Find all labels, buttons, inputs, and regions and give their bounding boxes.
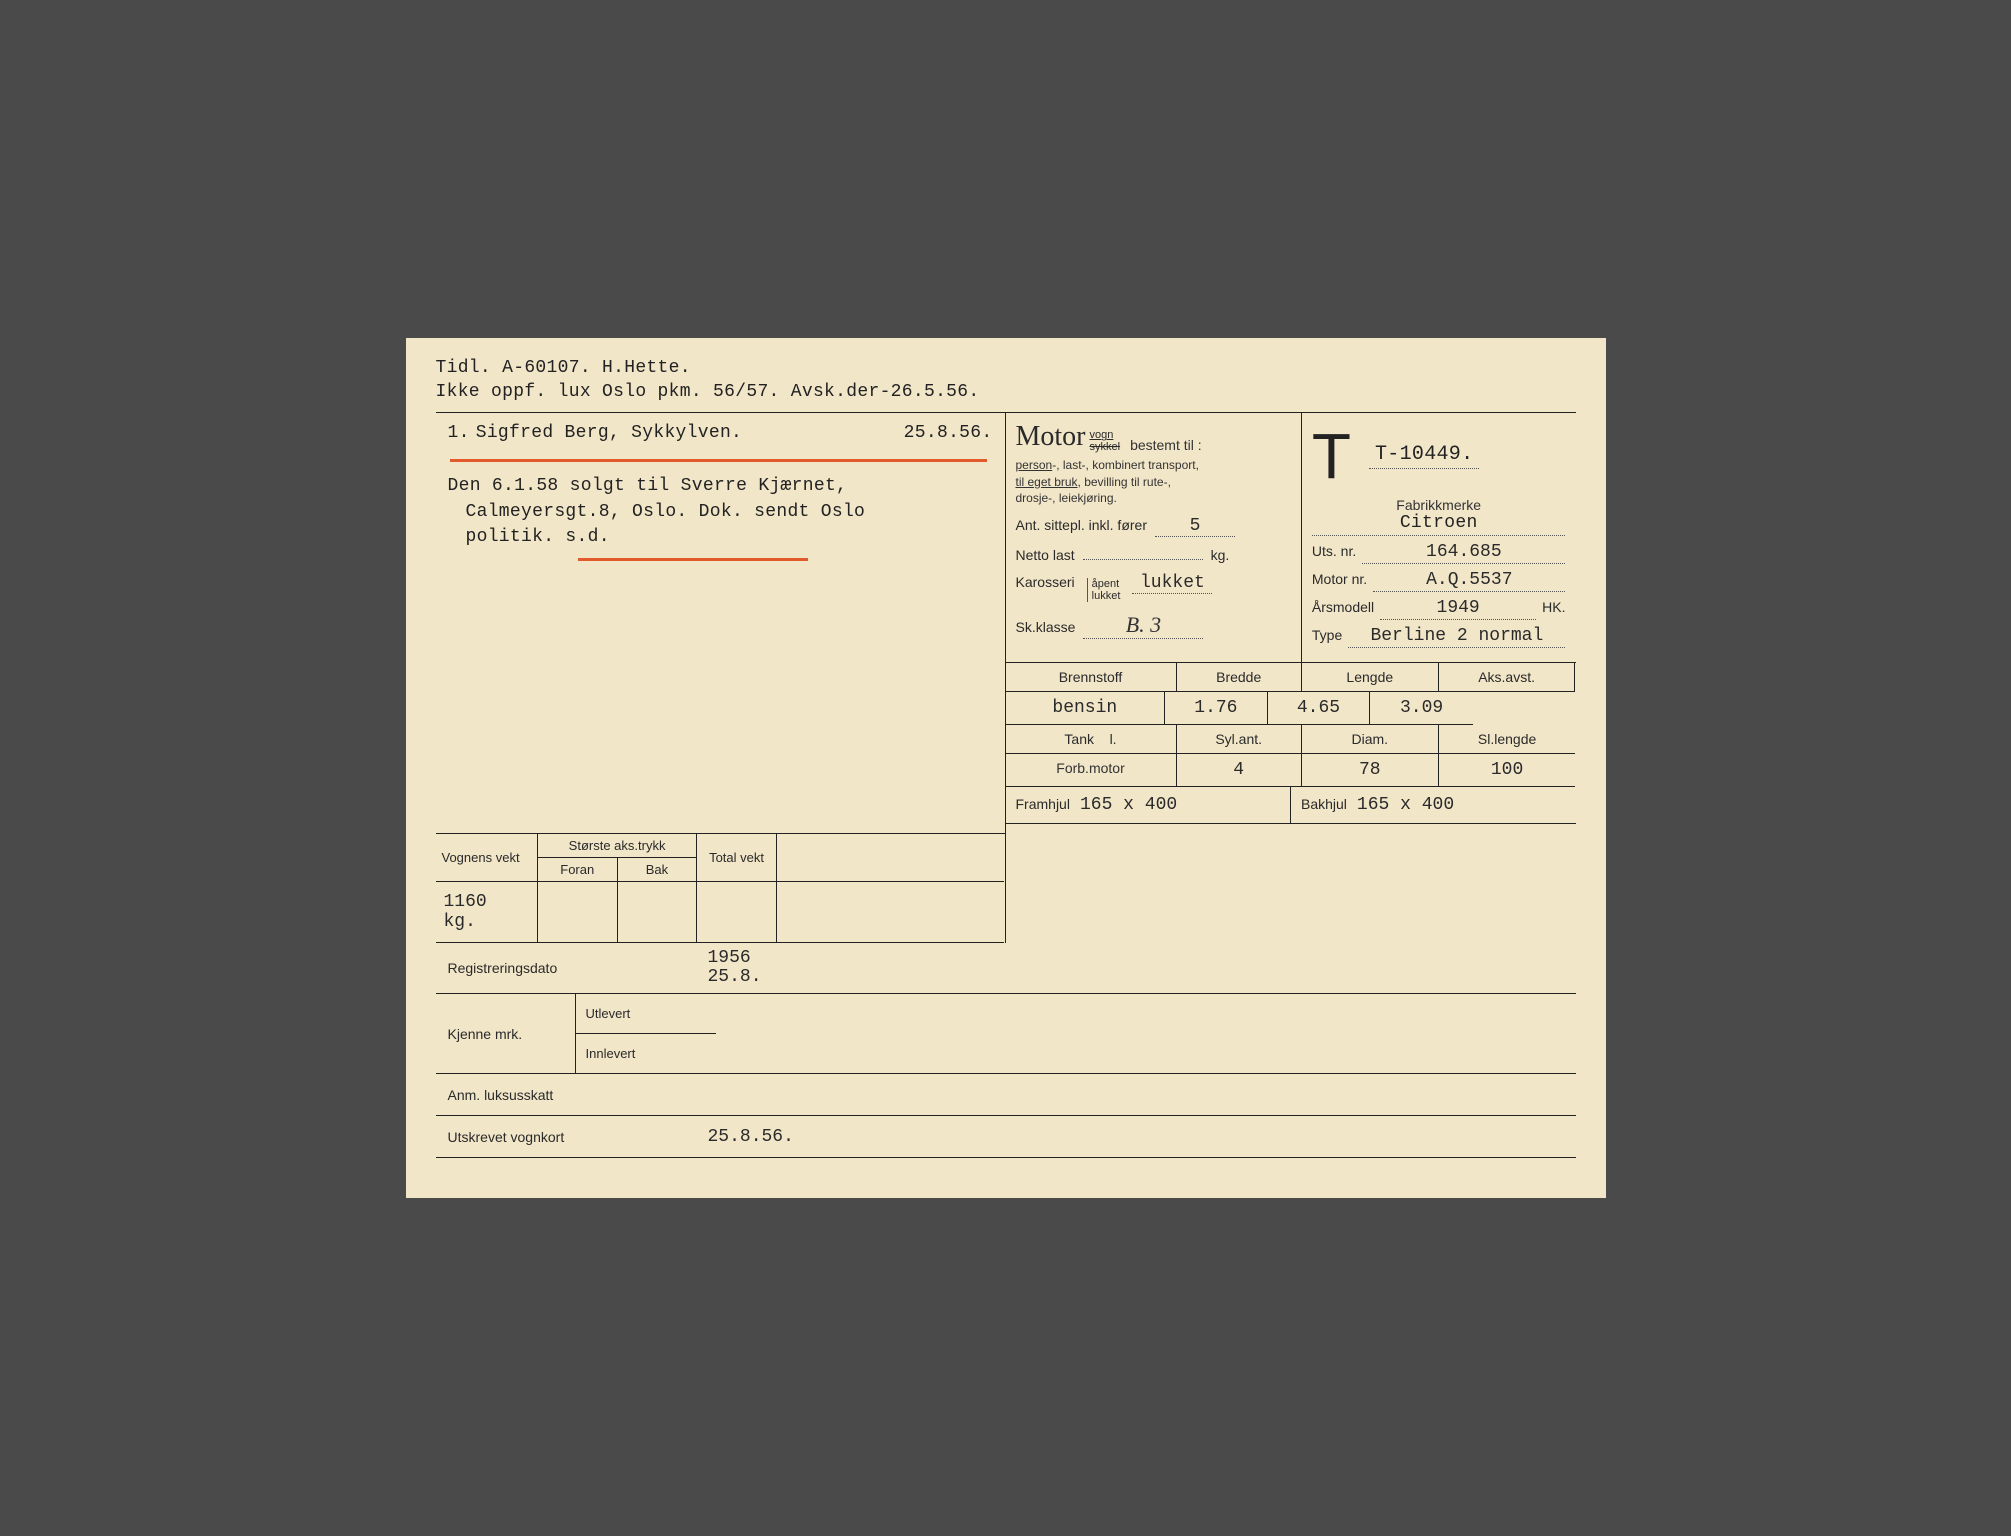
sittepl-label: Ant. sittepl. inkl. fører [1016, 517, 1147, 533]
brennstoff-value: bensin [1012, 698, 1159, 718]
vogn-label: vogn [1090, 429, 1121, 441]
specs-row-2-v: Forb.motor 4 78 100 [1006, 754, 1576, 787]
aksavst-value: 3.09 [1376, 698, 1467, 718]
weight-table: Vognens vekt Største aks.trykk Total vek… [436, 833, 1005, 943]
syl-label: Syl.ant. [1177, 725, 1302, 754]
foran-value [538, 882, 618, 943]
karosseri-closed: lukket [1092, 590, 1121, 602]
utskrevet-label: Utskrevet vognkort [436, 1116, 696, 1157]
uts-value: 164.685 [1362, 542, 1565, 564]
syl-value: 4 [1183, 760, 1295, 780]
uses-line-1-rest: -, last-, kombinert transport, [1052, 458, 1199, 472]
forb-label: Forb.motor [1056, 760, 1124, 776]
karosseri-value: lukket [1132, 573, 1212, 594]
bottom-rows: Registreringsdato 1956 25.8. Kjenne mrk.… [436, 943, 1576, 1158]
header-notes: Tidl. A-60107. H.Hette. Ikke oppf. lux O… [436, 356, 1576, 405]
lengde-value: 4.65 [1274, 698, 1364, 718]
foran-label: Foran [538, 858, 618, 882]
bredde-label: Bredde [1177, 663, 1302, 692]
motor-left: Motor vogn sykkel bestemt til : person-,… [1006, 413, 1302, 662]
left-column: 1. Sigfred Berg, Sykkylven. 25.8.56. Den… [436, 413, 1006, 943]
owner-name: Sigfred Berg, Sykkylven. [470, 423, 904, 443]
framhjul-value: 165 x 400 [1080, 795, 1177, 815]
fabrikkmerke-value: Citroen [1312, 513, 1566, 536]
anm-label: Anm. luksusskatt [436, 1074, 696, 1115]
lengde-label: Lengde [1302, 663, 1439, 692]
regdato-label: Registreringsdato [436, 943, 696, 993]
utlevert-label: Utlevert [576, 994, 716, 1034]
diam-label: Diam. [1302, 725, 1439, 754]
sale-line-2: Calmeyersgt.8, Oslo. Dok. sendt Oslo [448, 500, 993, 525]
uses-line-2-rest: bevilling til rute-, [1081, 475, 1171, 489]
uses-line-3: drosje-, leiekjøring. [1016, 490, 1291, 506]
sale-text: Den 6.1.58 solgt til Sverre Kjærnet, Cal… [448, 474, 993, 550]
motornr-label: Motor nr. [1312, 571, 1367, 587]
bredde-value: 1.76 [1171, 698, 1261, 718]
sykkel-label: sykkel [1090, 441, 1121, 453]
bestemt-label: bestemt til : [1130, 437, 1202, 453]
bak-value [618, 882, 698, 943]
brennstoff-label: Brennstoff [1006, 663, 1177, 692]
regdato-day: 25.8. [708, 968, 762, 987]
karosseri-open: åpent [1092, 578, 1121, 590]
specs-row-1: Brennstoff Bredde Lengde Aks.avst. [1006, 663, 1576, 692]
netto-value [1083, 559, 1203, 560]
diam-value: 78 [1308, 760, 1432, 780]
aarsmodell-label: Årsmodell [1312, 599, 1374, 615]
uts-label: Uts. nr. [1312, 543, 1356, 559]
red-underline-2-icon [578, 558, 808, 561]
sllengde-value: 100 [1445, 760, 1570, 780]
total-vekt-label: Total vekt [697, 834, 777, 882]
specs-row-2-h: Tank l. Syl.ant. Diam. Sl.lengde [1006, 725, 1576, 754]
sittepl-value: 5 [1155, 516, 1235, 537]
motor-top: Motor vogn sykkel bestemt til : person-,… [1006, 413, 1576, 663]
right-column: Motor vogn sykkel bestemt til : person-,… [1006, 413, 1576, 943]
karosseri-label: Karosseri [1016, 574, 1075, 590]
total-value [697, 882, 777, 943]
regdato-year: 1956 [708, 949, 751, 968]
reg-number: T-10449. [1369, 443, 1479, 469]
tank-label: Tank [1064, 731, 1094, 747]
tank-unit: l. [1110, 731, 1117, 747]
uses-eget: til eget bruk, [1016, 475, 1081, 489]
owner-date: 25.8.56. [904, 423, 993, 443]
motornr-value: A.Q.5537 [1373, 570, 1565, 592]
vognens-vekt-value: 1160 kg. [436, 882, 538, 943]
sale-line-3: politik. s.d. [448, 525, 993, 550]
sale-line-1: Den 6.1.58 solgt til Sverre Kjærnet, [448, 474, 993, 499]
type-label: Type [1312, 627, 1342, 643]
fabrikkmerke-label: Fabrikkmerke [1312, 497, 1566, 513]
utskrevet-value: 25.8.56. [696, 1116, 1576, 1157]
aarsmodell-value: 1949 [1380, 598, 1536, 620]
netto-label: Netto last [1016, 547, 1075, 563]
vognens-vekt-label: Vognens vekt [436, 834, 538, 882]
header-line-2: Ikke oppf. lux Oslo pkm. 56/57. Avsk.der… [436, 380, 1576, 404]
wheels-row: Framhjul 165 x 400 Bakhjul 165 x 400 [1006, 787, 1576, 824]
storste-aks-label: Største aks.trykk [538, 834, 697, 858]
hk-label: HK. [1542, 599, 1565, 615]
aksavst-label: Aks.avst. [1439, 663, 1576, 692]
netto-unit: kg. [1211, 547, 1230, 563]
uses-person: person [1016, 458, 1053, 472]
framhjul-label: Framhjul [1016, 796, 1070, 812]
motor-title: Motor [1016, 421, 1086, 453]
owner-block: 1. Sigfred Berg, Sykkylven. 25.8.56. Den… [436, 413, 1005, 833]
skklasse-value: B. 3 [1083, 612, 1203, 639]
innlevert-label: Innlevert [576, 1034, 716, 1073]
skklasse-label: Sk.klasse [1016, 619, 1076, 635]
bak-label: Bak [618, 858, 698, 882]
region-letter: T [1312, 419, 1351, 493]
red-underline-icon [450, 459, 987, 462]
owner-index: 1. [448, 423, 470, 443]
bakhjul-label: Bakhjul [1301, 796, 1347, 812]
registration-card: Tidl. A-60107. H.Hette. Ikke oppf. lux O… [406, 338, 1606, 1198]
type-value: Berline 2 normal [1348, 626, 1565, 648]
bakhjul-value: 165 x 400 [1357, 795, 1454, 815]
sllengde-label: Sl.lengde [1439, 725, 1576, 754]
motor-right: T T-10449. Fabrikkmerke Citroen Uts. nr.… [1302, 413, 1576, 662]
main-row: 1. Sigfred Berg, Sykkylven. 25.8.56. Den… [436, 412, 1576, 943]
header-line-1: Tidl. A-60107. H.Hette. [436, 356, 1576, 380]
kjenne-label: Kjenne mrk. [436, 994, 576, 1073]
